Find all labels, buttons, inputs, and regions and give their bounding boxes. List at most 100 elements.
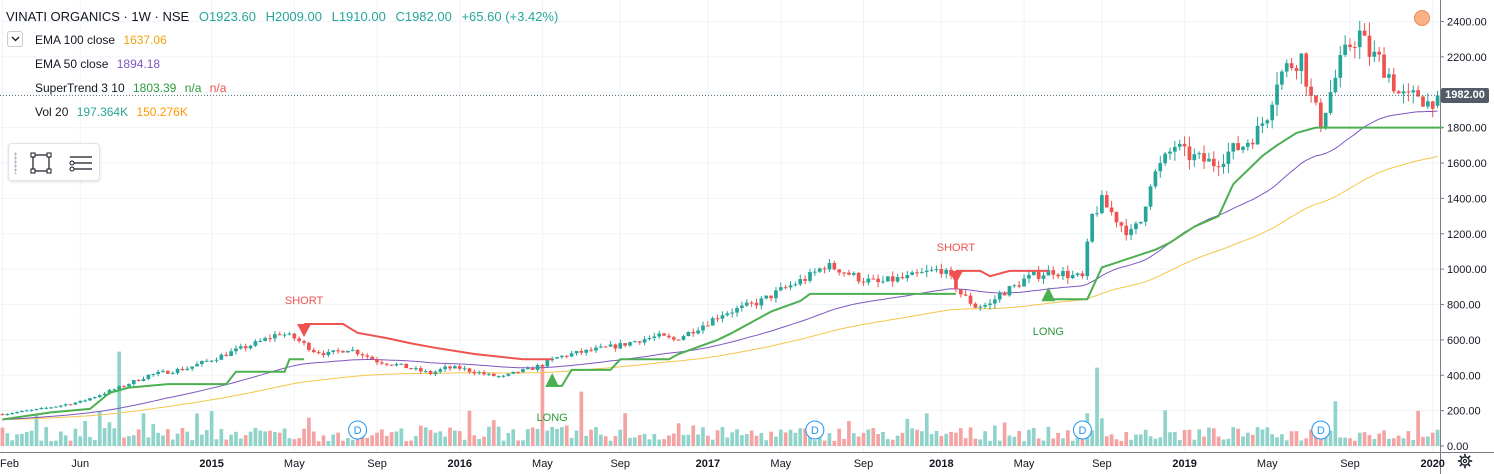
candle-body xyxy=(97,395,102,398)
volume-bar xyxy=(983,431,987,446)
candle-body xyxy=(68,404,73,406)
volume-bar xyxy=(1421,436,1425,446)
volume-bar xyxy=(730,432,735,446)
volume-bar xyxy=(219,429,224,446)
long-signal-arrow xyxy=(545,372,560,387)
candle-body xyxy=(1031,271,1036,275)
volume-bar xyxy=(438,431,443,446)
indicator-supertrend[interactable]: SuperTrend 3 10 1803.39 n/a n/a xyxy=(35,81,231,95)
volume-bar xyxy=(871,428,876,446)
candle-body xyxy=(63,404,68,406)
volume-bar xyxy=(341,440,345,446)
long-signal-label: LONG xyxy=(537,412,568,424)
indicator-label: Vol 20 xyxy=(35,105,69,119)
volume-bar xyxy=(1314,436,1318,446)
candle-body xyxy=(511,371,516,374)
volume-bar xyxy=(39,440,44,446)
rectangle-tool-icon xyxy=(30,152,52,174)
volume-bar xyxy=(418,425,423,446)
candle-body xyxy=(1406,91,1411,93)
volume-bar xyxy=(487,426,491,446)
volume-bar xyxy=(764,440,769,446)
volume-bar xyxy=(1318,437,1323,446)
candle-body xyxy=(214,359,219,361)
volume-bar xyxy=(652,434,657,446)
volume-bar xyxy=(827,433,832,446)
candle-body xyxy=(200,361,204,365)
legend-collapse-button[interactable] xyxy=(7,31,23,47)
candle-body xyxy=(1138,221,1143,224)
candle-body xyxy=(238,346,243,349)
volume-bar xyxy=(258,430,263,446)
candle-body xyxy=(219,354,224,360)
indicator-volume[interactable]: Vol 20 197.364K 150.276K xyxy=(35,105,193,119)
candle-body xyxy=(78,400,83,403)
time-axis-label: 2018 xyxy=(929,458,953,470)
alert-icon[interactable] xyxy=(1414,10,1430,26)
volume-bar xyxy=(1270,434,1275,446)
time-axis-label: May xyxy=(1014,458,1035,470)
candle-body xyxy=(983,305,987,307)
candle-body xyxy=(1411,90,1416,93)
volume-bar xyxy=(345,438,350,446)
volume-bar xyxy=(861,432,866,446)
volume-bar xyxy=(564,425,569,446)
candle-body xyxy=(1095,213,1099,215)
candle-body xyxy=(633,341,637,343)
volume-bar xyxy=(44,427,49,446)
drag-handle[interactable] xyxy=(14,152,17,174)
candle-body xyxy=(671,337,676,340)
volume-bar xyxy=(934,430,939,446)
volume-bar xyxy=(209,411,214,446)
volume-bar xyxy=(778,429,783,446)
volume-bar xyxy=(1061,438,1065,446)
volume-bar xyxy=(1002,422,1007,446)
volume-bar xyxy=(978,439,983,446)
indicator-ema50[interactable]: EMA 50 close 1894.18 xyxy=(35,57,165,71)
volume-bar xyxy=(1211,428,1216,446)
supertrend-line xyxy=(955,269,1049,278)
volume-bar xyxy=(243,435,248,446)
volume-bar xyxy=(676,423,681,446)
long-signal-label: LONG xyxy=(1033,326,1064,338)
candle-body xyxy=(725,313,730,316)
volume-bar xyxy=(1367,435,1372,446)
indicator-value-2: 150.276K xyxy=(136,105,188,119)
volume-bar xyxy=(633,437,637,446)
candle-body xyxy=(418,368,423,372)
volume-bar xyxy=(1134,434,1138,446)
volume-bar xyxy=(1250,434,1255,446)
volume-bar xyxy=(1411,440,1416,446)
volume-bar xyxy=(662,439,666,446)
volume-bar xyxy=(1362,432,1367,446)
candle-body xyxy=(1022,278,1026,287)
volume-bar xyxy=(1343,437,1347,446)
volume-bar xyxy=(433,432,438,446)
candle-body xyxy=(574,351,579,354)
object-tree-button[interactable] xyxy=(65,149,93,177)
volume-bar xyxy=(453,430,457,446)
candle-body xyxy=(749,302,754,304)
volume-bar xyxy=(1333,401,1338,446)
indicator-ema100[interactable]: EMA 100 close 1637.06 xyxy=(35,33,172,47)
volume-bar xyxy=(647,439,652,446)
volume-bar xyxy=(671,433,676,446)
candle-body xyxy=(929,269,934,271)
volume-bar xyxy=(584,435,589,446)
candle-body xyxy=(589,349,593,351)
candle-body xyxy=(1362,30,1367,36)
indicator-label: EMA 100 close xyxy=(35,33,116,47)
candle-body xyxy=(93,397,97,399)
candle-body xyxy=(759,298,764,306)
candle-body xyxy=(1245,142,1250,147)
gear-icon[interactable] xyxy=(1457,453,1473,469)
candle-body xyxy=(968,295,973,304)
candle-body xyxy=(1153,171,1158,187)
candle-body xyxy=(326,351,331,356)
rectangle-tool-button[interactable] xyxy=(27,149,55,177)
candle-body xyxy=(234,348,238,352)
candle-body xyxy=(127,384,131,387)
candle-body xyxy=(540,365,545,367)
volume-bar xyxy=(1221,439,1226,446)
